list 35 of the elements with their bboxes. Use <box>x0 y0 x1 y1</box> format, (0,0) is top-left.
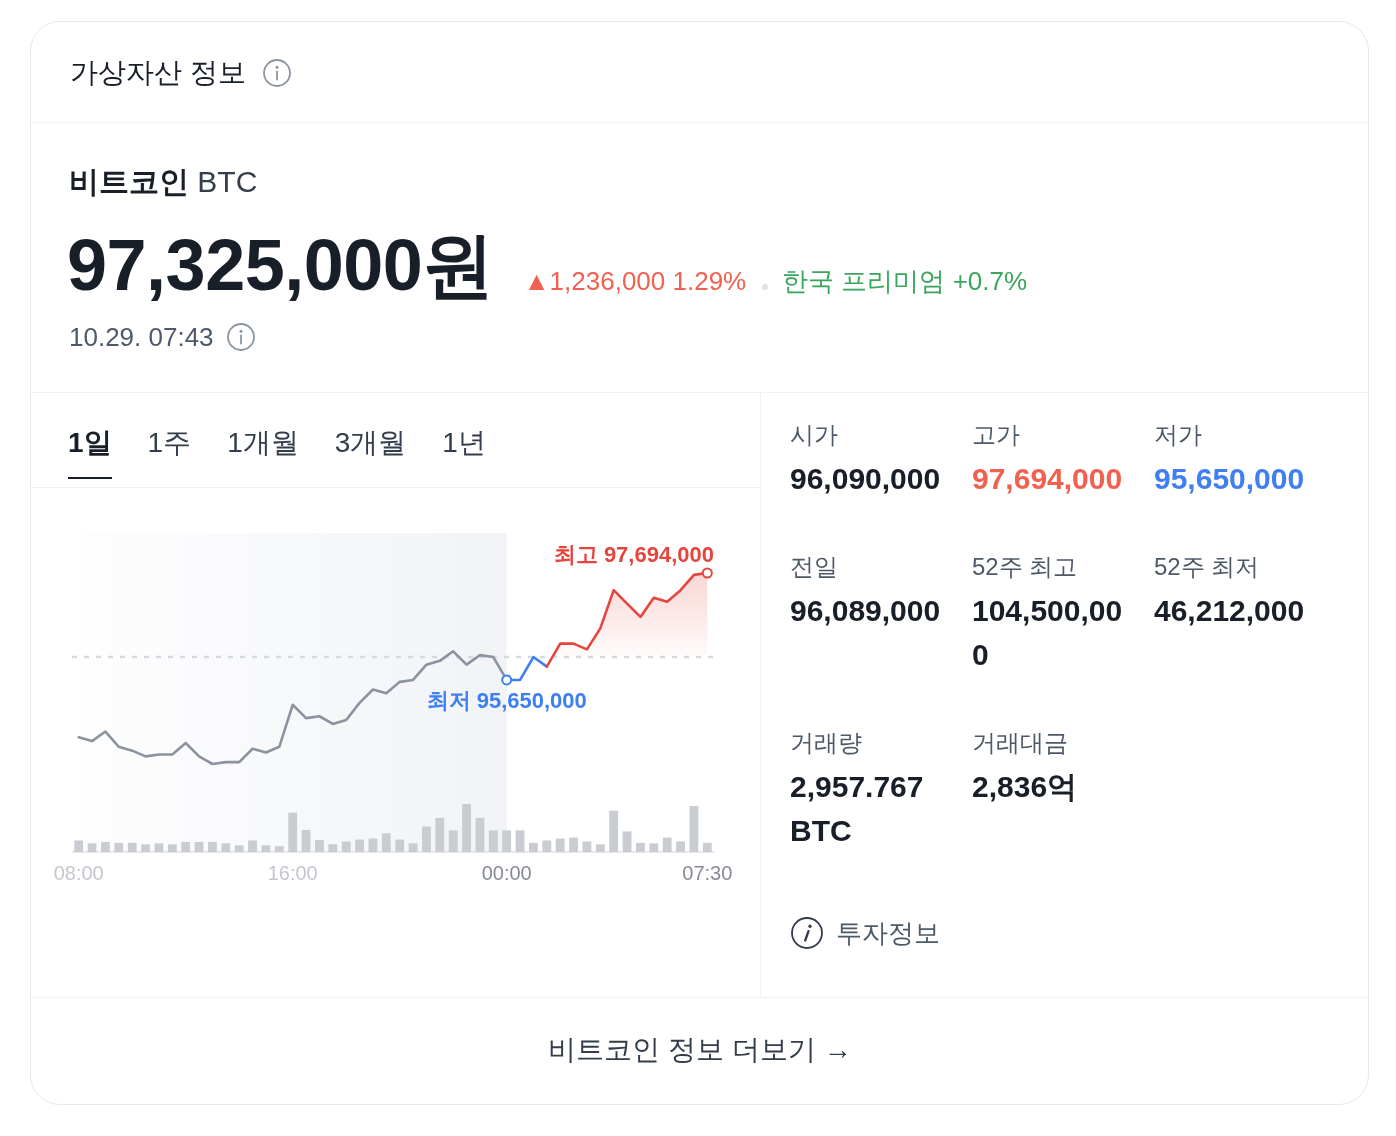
text: 97,694,000 <box>972 461 1124 497</box>
text: 거래대금 <box>972 728 1069 758</box>
text: 1주 <box>147 426 192 460</box>
annotation: 최고 97,694,000 <box>553 541 714 567</box>
annotation: 최저 95,650,000 <box>426 688 587 714</box>
text: 투자정보 <box>836 917 940 950</box>
text: 비트코인 정보 더보기 → <box>547 1033 853 1067</box>
text: 97,325,000원 <box>67 224 494 307</box>
text: 52주 최저 <box>1154 552 1261 582</box>
text: 저가 <box>1154 420 1203 450</box>
text: 고가 <box>972 420 1021 450</box>
text: 2,957.767 BTC <box>790 769 925 849</box>
x-tick-label: 00:00 <box>481 862 532 884</box>
text: 96,089,000 <box>790 593 942 629</box>
text: 96,090,000 <box>790 461 942 497</box>
text: 52주 최고 <box>972 552 1079 582</box>
text: 2,836억 <box>972 769 1079 805</box>
text: 1개월 <box>227 426 299 460</box>
text: 가상자산 정보 <box>70 56 246 90</box>
text: 1년 <box>442 426 486 460</box>
text: 104,500,000 <box>972 593 1124 673</box>
x-tick-label: 07:30 <box>682 862 733 884</box>
text: 거래량 <box>790 728 863 758</box>
x-tick-label: 08:00 <box>53 862 104 884</box>
text: 한국 프리미엄 +0.7% <box>782 265 1028 298</box>
x-tick-label: 16:00 <box>267 862 318 884</box>
text: 시가 <box>790 420 839 450</box>
text: 95,650,000 <box>1154 461 1306 497</box>
text: 3개월 <box>334 426 407 460</box>
text: ▲1,236,000 1.29% <box>523 266 747 297</box>
text: 46,212,000 <box>1154 593 1306 629</box>
text: 전일 <box>790 552 839 582</box>
text: 비트코인 BTC <box>69 165 258 198</box>
text: 1일 <box>68 423 112 479</box>
text: 10.29. 07:43 <box>69 321 214 354</box>
